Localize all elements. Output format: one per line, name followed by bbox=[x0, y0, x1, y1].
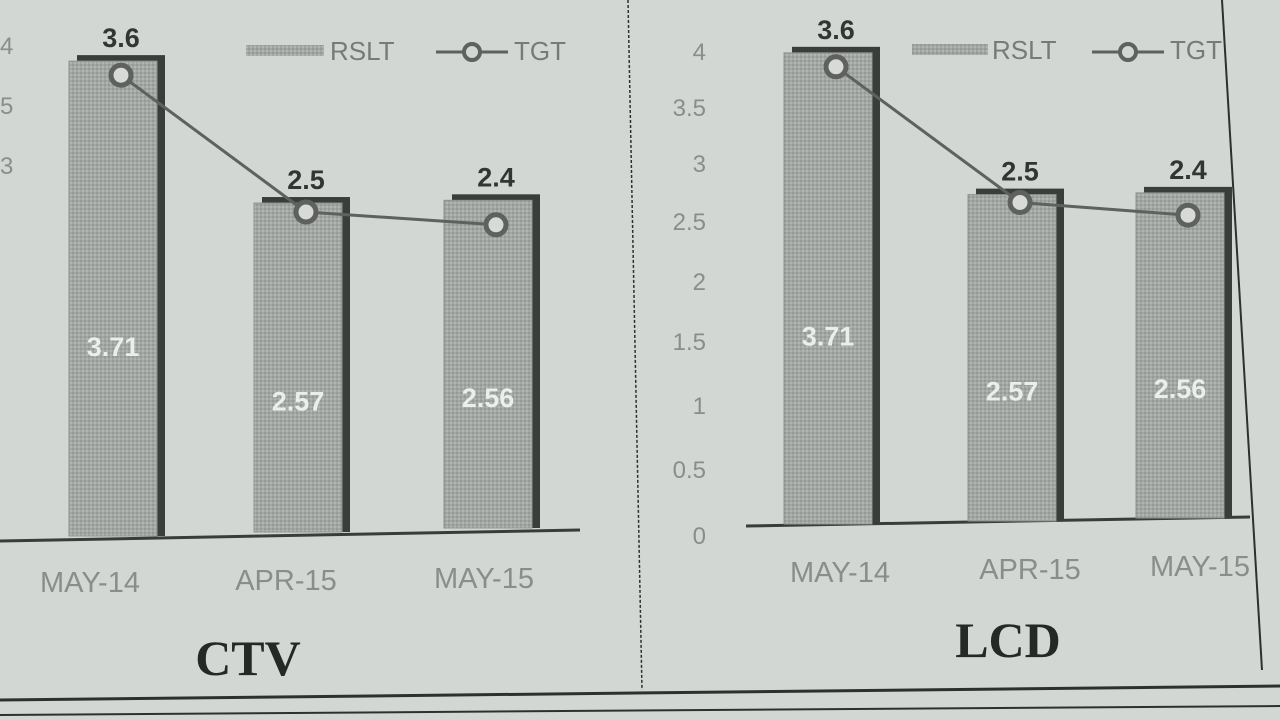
y-tick-label: 3.5 bbox=[673, 95, 706, 122]
right-border bbox=[1221, 0, 1263, 671]
x-axis bbox=[0, 528, 581, 543]
legend-rslt-label: RSLT bbox=[992, 35, 1057, 65]
y-tick-label: 1.5 bbox=[673, 329, 706, 356]
legend-tgt-marker bbox=[462, 42, 482, 62]
rslt-bar bbox=[253, 202, 343, 533]
rslt-bar bbox=[783, 52, 873, 525]
chart-title: LCD bbox=[955, 612, 1061, 668]
y-tick-label: 0.5 bbox=[673, 457, 706, 484]
legend-rslt-label: RSLT bbox=[330, 36, 395, 66]
category-label: MAY-15 bbox=[434, 563, 534, 595]
y-tick-label: 4 bbox=[693, 39, 706, 66]
rslt-value-label: 3.71 bbox=[802, 322, 855, 352]
bottom-border-lower bbox=[0, 705, 1280, 716]
tgt-value-label: 2.5 bbox=[287, 165, 325, 195]
rslt-bar bbox=[443, 199, 533, 529]
y-tick-label: 3 bbox=[0, 153, 13, 180]
tgt-line bbox=[108, 62, 509, 238]
tgt-value-label: 3.6 bbox=[817, 15, 855, 45]
rslt-value-label: 2.57 bbox=[272, 386, 325, 416]
legend: RSLT TGT bbox=[246, 36, 566, 66]
tgt-point bbox=[293, 199, 319, 225]
rslt-value-label: 2.57 bbox=[986, 376, 1039, 406]
y-tick-label: 0 bbox=[693, 523, 706, 550]
chart-title: CTV bbox=[195, 630, 301, 686]
rslt-bar bbox=[68, 60, 158, 537]
ctv-chart: 453 3.712.57 2.563.62.5 2.4 MAY-14 APR-15 MA… bbox=[0, 23, 581, 686]
data-labels: 3.71 2.57 2.56 3.6 2.5 2.4 bbox=[802, 15, 1207, 407]
tgt-value-label: 3.6 bbox=[102, 23, 140, 53]
tgt-value-label: 2.5 bbox=[1001, 157, 1039, 187]
lcd-chart: 43.532.521.510.50 3.712.57 2.563.62.5 2.4 … bbox=[673, 15, 1251, 668]
y-tick-label: 2.5 bbox=[673, 209, 706, 236]
y-tick-label: 1 bbox=[693, 393, 706, 420]
y-tick-label: 3 bbox=[693, 151, 706, 178]
rslt-value-label: 2.56 bbox=[1154, 374, 1207, 404]
y-tick-label: 5 bbox=[0, 93, 13, 120]
tgt-line bbox=[823, 54, 1201, 228]
legend-tgt-marker bbox=[1118, 42, 1138, 62]
bottom-border bbox=[0, 684, 1280, 702]
tgt-value-label: 2.4 bbox=[1169, 155, 1207, 185]
y-tick-label: 2 bbox=[693, 269, 706, 296]
rslt-value-label: 2.56 bbox=[462, 383, 515, 413]
tgt-point bbox=[1007, 190, 1033, 215]
rslt-bars bbox=[68, 55, 540, 537]
category-label: MAY-14 bbox=[790, 557, 890, 589]
legend-rslt-swatch bbox=[246, 45, 324, 56]
tgt-point bbox=[1175, 202, 1201, 228]
legend-rslt-swatch bbox=[912, 44, 988, 55]
panel-divider bbox=[627, 0, 643, 691]
y-tick-labels: 4 3.5 3 2.5 2 1.5 1 0.5 0 bbox=[673, 39, 706, 550]
y-tick-label: 4 bbox=[0, 33, 13, 60]
tgt-value-label: 2.4 bbox=[477, 162, 515, 192]
legend-tgt-label: TGT bbox=[1170, 35, 1222, 65]
tgt-point bbox=[108, 62, 134, 88]
data-labels: 3.71 2.57 2.56 3.6 2.5 2.4 bbox=[87, 23, 515, 416]
legend: RSLT TGT bbox=[912, 35, 1222, 65]
category-labels: MAY-14 APR-15 MAY-15 bbox=[790, 551, 1250, 589]
rslt-bars bbox=[783, 46, 1232, 525]
rslt-value-label: 3.71 bbox=[87, 332, 140, 362]
category-label: APR-15 bbox=[235, 565, 337, 597]
y-tick-labels: 4 5 3 bbox=[0, 33, 13, 180]
category-label: MAY-15 bbox=[1150, 551, 1250, 583]
legend-tgt-label: TGT bbox=[514, 36, 566, 66]
category-label: MAY-14 bbox=[40, 567, 140, 599]
tgt-point bbox=[823, 54, 849, 80]
rslt-bar bbox=[967, 194, 1057, 522]
rslt-bar bbox=[1135, 192, 1225, 519]
category-labels: MAY-14 APR-15 MAY-15 bbox=[40, 563, 534, 599]
tgt-point bbox=[483, 212, 509, 238]
category-label: APR-15 bbox=[979, 554, 1081, 586]
